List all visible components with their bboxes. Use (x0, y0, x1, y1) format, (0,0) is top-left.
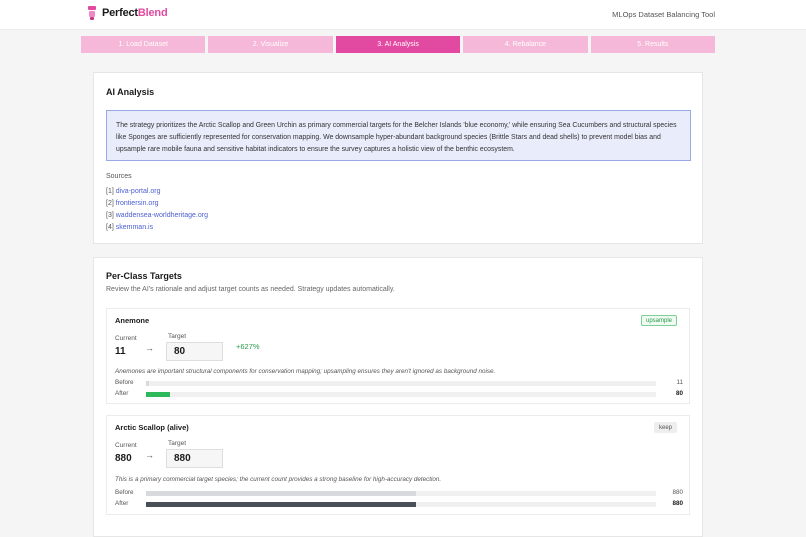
after-value: 80 (675, 390, 683, 397)
sources-label: Sources (106, 173, 132, 180)
step-rebalance[interactable]: 4. Rebalance (463, 36, 588, 53)
source-item: [2] frontiersin.org (106, 200, 159, 207)
class-name: Arctic Scallop (alive) (115, 423, 189, 432)
ai-analysis-card: AI Analysis The strategy prioritizes the… (93, 72, 703, 244)
source-link[interactable]: skemman.is (115, 224, 154, 231)
ai-analysis-title: AI Analysis (106, 87, 155, 97)
after-label: After (115, 390, 129, 397)
source-item: [4] skemman.is (106, 224, 154, 231)
before-bar (146, 491, 417, 496)
before-label: Before (115, 379, 134, 386)
strategy-badge: keep (653, 422, 677, 433)
change-percent: +627% (236, 342, 260, 351)
current-count: 11 (115, 346, 126, 357)
step-ai-analysis[interactable]: 3. AI Analysis (335, 36, 461, 53)
before-bar-row: Before 11 (115, 379, 683, 388)
per-class-targets-subtitle: Review the AI's rationale and adjust tar… (106, 286, 395, 293)
class-rationale: Anemones are important structural compon… (115, 368, 496, 375)
source-link[interactable]: frontiersin.org (115, 200, 159, 207)
source-item: [1] diva-portal.org (106, 188, 161, 195)
after-bar-row: After 880 (115, 500, 683, 509)
step-load-dataset[interactable]: 1. Load Dataset (81, 36, 206, 53)
before-bar (146, 381, 149, 386)
before-value: 11 (676, 379, 683, 386)
target-count-input[interactable] (166, 449, 223, 468)
arrow-right-icon: → (145, 343, 154, 353)
step-visualize[interactable]: 2. Visualize (208, 36, 333, 53)
source-link[interactable]: waddensea-worldheritage.org (115, 212, 208, 219)
app-name: PerfectBlend (102, 7, 168, 19)
current-label: Current (115, 442, 137, 449)
after-value: 880 (672, 500, 683, 507)
sources-list: [1] diva-portal.org [2] frontiersin.org … (106, 186, 208, 234)
class-card-arctic-scallop: Arctic Scallop (alive) keep Current 880 … (106, 415, 690, 515)
class-name: Anemone (115, 316, 150, 325)
per-class-targets-title: Per-Class Targets (106, 271, 182, 281)
class-card-anemone: Anemone upsample Current 11 → Target +62… (106, 308, 690, 404)
step-results[interactable]: 5. Results (590, 36, 716, 53)
source-link[interactable]: diva-portal.org (115, 188, 161, 195)
target-label: Target (168, 333, 187, 340)
after-label: After (115, 500, 129, 507)
source-item: [3] waddensea-worldheritage.org (106, 212, 208, 219)
before-label: Before (115, 489, 134, 496)
app-header: PerfectBlend MLOps Dataset Balancing Too… (0, 0, 806, 30)
strategy-badge: upsample (640, 315, 677, 326)
wizard-steps: 1. Load Dataset 2. Visualize 3. AI Analy… (81, 36, 716, 53)
current-count: 880 (115, 453, 132, 464)
strategy-summary: The strategy prioritizes the Arctic Scal… (106, 110, 691, 161)
current-label: Current (115, 335, 137, 342)
target-count-input[interactable] (166, 342, 223, 361)
per-class-targets-card: Per-Class Targets Review the AI's ration… (93, 257, 703, 537)
before-bar-row: Before 880 (115, 489, 683, 498)
after-bar-row: After 80 (115, 390, 683, 399)
after-bar (146, 502, 417, 507)
blend-logo-icon (88, 6, 96, 20)
arrow-right-icon: → (145, 450, 154, 460)
app-logo[interactable]: PerfectBlend (88, 6, 168, 20)
target-label: Target (168, 440, 187, 447)
tool-name: MLOps Dataset Balancing Tool (612, 10, 715, 19)
class-rationale: This is a primary commercial target spec… (115, 476, 442, 483)
before-value: 880 (672, 489, 683, 496)
after-bar (146, 392, 171, 397)
